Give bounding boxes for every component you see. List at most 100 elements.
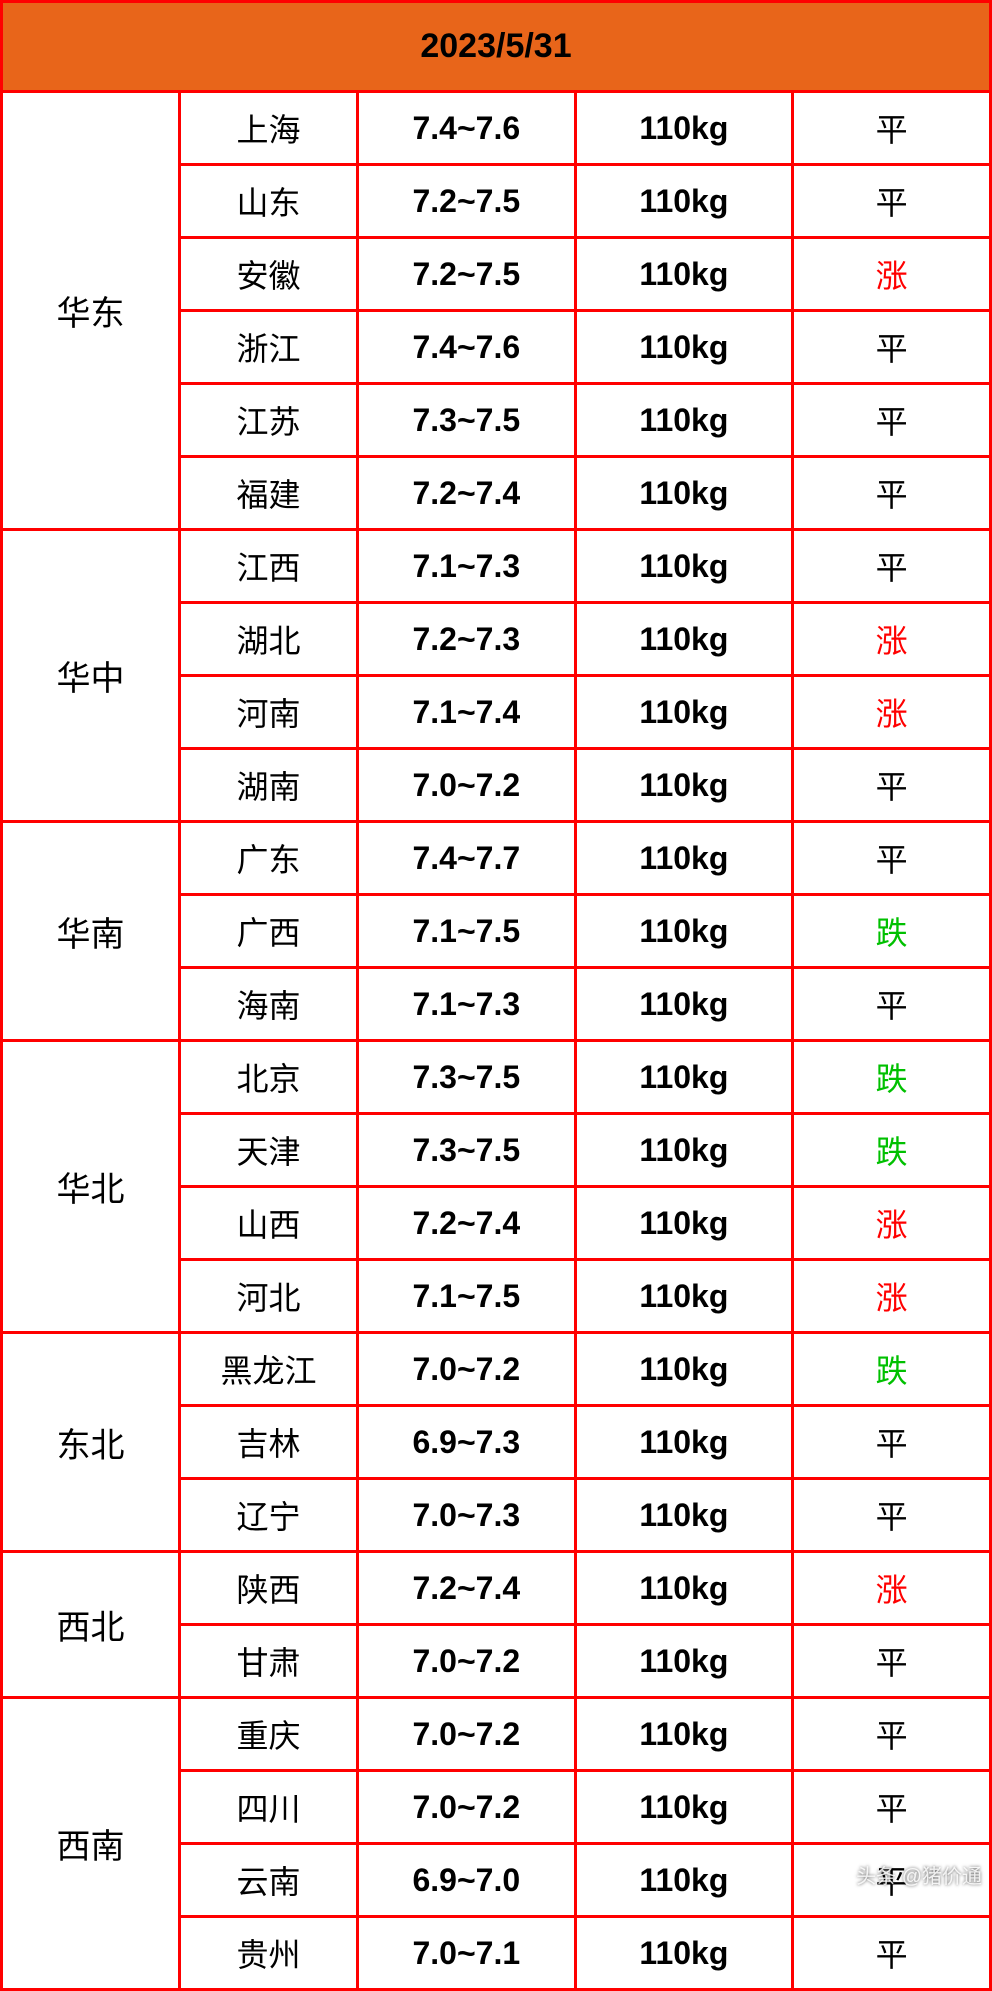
price-range-cell: 7.3~7.5 xyxy=(358,1041,576,1114)
price-range-cell: 7.0~7.2 xyxy=(358,1625,576,1698)
price-range-cell: 7.0~7.2 xyxy=(358,749,576,822)
province-cell: 湖北 xyxy=(180,603,358,676)
province-cell: 江苏 xyxy=(180,384,358,457)
trend-cell: 平 xyxy=(793,457,991,530)
weight-cell: 110kg xyxy=(575,1406,793,1479)
price-range-cell: 7.2~7.5 xyxy=(358,165,576,238)
table-row: 东北黑龙江7.0~7.2110kg跌 xyxy=(2,1333,991,1406)
price-range-cell: 7.1~7.5 xyxy=(358,895,576,968)
weight-cell: 110kg xyxy=(575,238,793,311)
table-row: 华东上海7.4~7.6110kg平 xyxy=(2,92,991,165)
weight-cell: 110kg xyxy=(575,1187,793,1260)
province-cell: 吉林 xyxy=(180,1406,358,1479)
weight-cell: 110kg xyxy=(575,1771,793,1844)
province-cell: 浙江 xyxy=(180,311,358,384)
trend-cell: 跌 xyxy=(793,895,991,968)
province-cell: 北京 xyxy=(180,1041,358,1114)
table-date-header: 2023/5/31 xyxy=(2,2,991,92)
price-range-cell: 7.4~7.7 xyxy=(358,822,576,895)
province-cell: 辽宁 xyxy=(180,1479,358,1552)
weight-cell: 110kg xyxy=(575,1260,793,1333)
province-cell: 云南 xyxy=(180,1844,358,1917)
trend-cell: 平 xyxy=(793,1479,991,1552)
price-range-cell: 7.2~7.4 xyxy=(358,1552,576,1625)
price-range-cell: 7.1~7.3 xyxy=(358,968,576,1041)
weight-cell: 110kg xyxy=(575,1844,793,1917)
weight-cell: 110kg xyxy=(575,1698,793,1771)
trend-cell: 平 xyxy=(793,311,991,384)
province-cell: 福建 xyxy=(180,457,358,530)
trend-cell: 跌 xyxy=(793,1041,991,1114)
price-range-cell: 7.0~7.2 xyxy=(358,1698,576,1771)
province-cell: 山西 xyxy=(180,1187,358,1260)
province-cell: 甘肃 xyxy=(180,1625,358,1698)
province-cell: 天津 xyxy=(180,1114,358,1187)
price-range-cell: 7.3~7.5 xyxy=(358,1114,576,1187)
price-range-cell: 6.9~7.0 xyxy=(358,1844,576,1917)
region-cell: 华南 xyxy=(2,822,180,1041)
weight-cell: 110kg xyxy=(575,603,793,676)
weight-cell: 110kg xyxy=(575,676,793,749)
weight-cell: 110kg xyxy=(575,311,793,384)
region-cell: 东北 xyxy=(2,1333,180,1552)
weight-cell: 110kg xyxy=(575,1625,793,1698)
price-range-cell: 7.0~7.2 xyxy=(358,1333,576,1406)
weight-cell: 110kg xyxy=(575,92,793,165)
trend-cell: 涨 xyxy=(793,603,991,676)
province-cell: 广西 xyxy=(180,895,358,968)
trend-cell: 涨 xyxy=(793,1187,991,1260)
weight-cell: 110kg xyxy=(575,968,793,1041)
trend-cell: 平 xyxy=(793,1625,991,1698)
province-cell: 上海 xyxy=(180,92,358,165)
weight-cell: 110kg xyxy=(575,1041,793,1114)
price-range-cell: 6.9~7.3 xyxy=(358,1406,576,1479)
table-row: 华中江西7.1~7.3110kg平 xyxy=(2,530,991,603)
weight-cell: 110kg xyxy=(575,530,793,603)
weight-cell: 110kg xyxy=(575,895,793,968)
weight-cell: 110kg xyxy=(575,1917,793,1990)
trend-cell: 平 xyxy=(793,1917,991,1990)
province-cell: 河北 xyxy=(180,1260,358,1333)
trend-cell: 平 xyxy=(793,92,991,165)
weight-cell: 110kg xyxy=(575,165,793,238)
province-cell: 海南 xyxy=(180,968,358,1041)
province-cell: 安徽 xyxy=(180,238,358,311)
price-range-cell: 7.1~7.4 xyxy=(358,676,576,749)
weight-cell: 110kg xyxy=(575,749,793,822)
price-range-cell: 7.2~7.3 xyxy=(358,603,576,676)
weight-cell: 110kg xyxy=(575,1333,793,1406)
price-range-cell: 7.3~7.5 xyxy=(358,384,576,457)
province-cell: 山东 xyxy=(180,165,358,238)
trend-cell: 平 xyxy=(793,1771,991,1844)
trend-cell: 涨 xyxy=(793,1260,991,1333)
table-row: 西北陕西7.2~7.4110kg涨 xyxy=(2,1552,991,1625)
table-row: 西南重庆7.0~7.2110kg平 xyxy=(2,1698,991,1771)
price-range-cell: 7.1~7.3 xyxy=(358,530,576,603)
province-cell: 广东 xyxy=(180,822,358,895)
trend-cell: 平 xyxy=(793,1844,991,1917)
weight-cell: 110kg xyxy=(575,1114,793,1187)
province-cell: 河南 xyxy=(180,676,358,749)
province-cell: 江西 xyxy=(180,530,358,603)
trend-cell: 平 xyxy=(793,1406,991,1479)
trend-cell: 平 xyxy=(793,1698,991,1771)
region-cell: 西南 xyxy=(2,1698,180,1990)
weight-cell: 110kg xyxy=(575,1552,793,1625)
pig-price-table: 2023/5/31 华东上海7.4~7.6110kg平山东7.2~7.5110k… xyxy=(0,0,992,1991)
price-range-cell: 7.1~7.5 xyxy=(358,1260,576,1333)
price-range-cell: 7.0~7.1 xyxy=(358,1917,576,1990)
trend-cell: 涨 xyxy=(793,1552,991,1625)
region-cell: 华东 xyxy=(2,92,180,530)
price-range-cell: 7.2~7.4 xyxy=(358,1187,576,1260)
trend-cell: 跌 xyxy=(793,1333,991,1406)
weight-cell: 110kg xyxy=(575,822,793,895)
trend-cell: 涨 xyxy=(793,238,991,311)
trend-cell: 跌 xyxy=(793,1114,991,1187)
price-range-cell: 7.2~7.4 xyxy=(358,457,576,530)
region-cell: 西北 xyxy=(2,1552,180,1698)
weight-cell: 110kg xyxy=(575,457,793,530)
province-cell: 黑龙江 xyxy=(180,1333,358,1406)
trend-cell: 平 xyxy=(793,384,991,457)
trend-cell: 平 xyxy=(793,968,991,1041)
trend-cell: 涨 xyxy=(793,676,991,749)
